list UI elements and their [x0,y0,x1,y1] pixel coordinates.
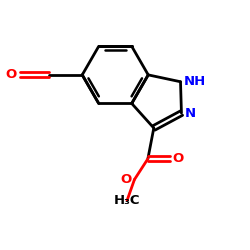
Text: O: O [121,173,132,186]
Text: O: O [6,68,17,82]
Text: NH: NH [184,75,206,88]
Text: O: O [172,152,184,165]
Text: N: N [184,106,196,120]
Text: H₃C: H₃C [114,194,140,207]
